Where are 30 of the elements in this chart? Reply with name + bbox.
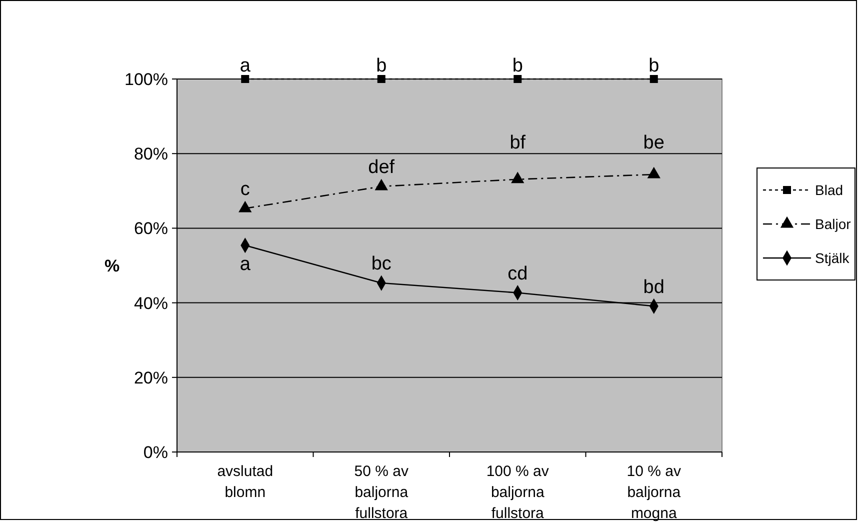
y-tick-label: 20% (134, 368, 168, 388)
annotation: be (643, 132, 664, 154)
annotation: c (240, 179, 250, 200)
y-tick-label: 80% (134, 144, 168, 164)
y-tick-label: 40% (134, 294, 168, 313)
y-tick-label: 100% (124, 70, 168, 89)
point (514, 75, 522, 83)
x-tick-label: avslutad blomn (217, 463, 274, 501)
legend-label: Blad (815, 182, 844, 198)
annotation: b (376, 56, 387, 77)
y-tick-label: 0% (143, 442, 168, 462)
x-tick-label: 50 % av baljorna fullstora (354, 463, 409, 522)
annotation: a (240, 56, 251, 77)
x-tick-label: 100 % av baljorna fullstora (486, 463, 550, 522)
annotation: bd (643, 276, 664, 298)
legend-label: Baljor (815, 216, 852, 232)
annotation: def (368, 157, 396, 178)
annotation: b (648, 56, 660, 77)
annotation: cd (508, 263, 528, 284)
y-tick-label: 60% (134, 219, 168, 238)
point (241, 75, 250, 83)
y-axis-title: % (104, 256, 120, 276)
point (377, 75, 386, 83)
annotation: bf (510, 132, 526, 154)
annotation: bc (371, 254, 392, 275)
x-tick-label: 10 % av baljorna mogna (626, 463, 682, 522)
legend-label: Stjälk (815, 250, 850, 266)
annotation: a (240, 254, 251, 276)
point (650, 75, 658, 83)
annotation: b (512, 56, 523, 77)
